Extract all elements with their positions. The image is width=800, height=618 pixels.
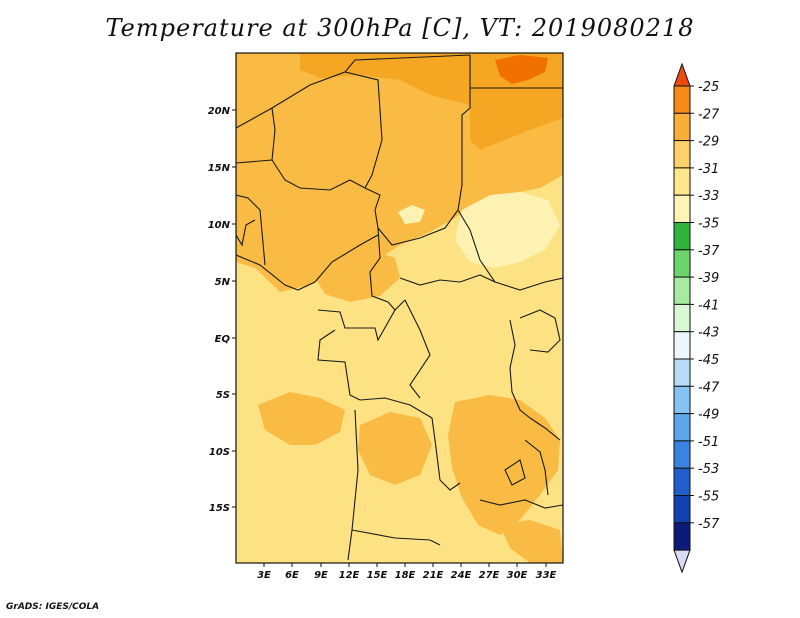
colorbar-label: -25 xyxy=(698,80,719,95)
colorbar-swatch xyxy=(673,303,691,333)
colorbar-swatch xyxy=(673,194,691,223)
border-line xyxy=(404,299,431,399)
colorbar-swatch xyxy=(673,85,691,114)
grads-credit: GrADS: IGES/COLA xyxy=(6,602,100,612)
lat-label: 5N xyxy=(215,277,231,288)
colorbar-swatch xyxy=(673,167,691,196)
colorbar-bottom-arrow xyxy=(673,549,691,574)
colorbar-label: -29 xyxy=(698,135,719,150)
lon-label: 27E xyxy=(479,570,500,581)
colorbar-swatch xyxy=(673,495,691,524)
colorbar-label: -57 xyxy=(698,517,720,532)
colorbar-swatch xyxy=(673,249,691,278)
lat-label: 5S xyxy=(216,390,230,401)
border-line xyxy=(359,397,461,491)
lon-label: 18E xyxy=(395,570,416,581)
colorbar-label: -49 xyxy=(698,408,719,423)
border-line xyxy=(236,107,276,164)
field-band-35-33-patch xyxy=(398,205,425,224)
lon-label: 33E xyxy=(536,570,557,581)
colorbar-label: -31 xyxy=(698,162,719,177)
colorbar-top-arrow xyxy=(673,62,691,87)
border-line xyxy=(271,159,366,191)
lon-label: 3E xyxy=(257,570,271,581)
lat-label: 20N xyxy=(208,106,231,117)
colorbar-swatch xyxy=(673,522,691,551)
border-line xyxy=(344,54,471,73)
colorbar-label: -45 xyxy=(698,353,719,368)
colorbar-swatch xyxy=(673,276,691,305)
colorbar-label: -53 xyxy=(698,462,719,477)
colorbar-swatch xyxy=(673,358,691,387)
border-line xyxy=(236,194,266,266)
latitude-axis: 20N 15N 10N 5N EQ 5S 10S 15S xyxy=(208,106,236,514)
lon-label: 15E xyxy=(367,570,388,581)
lat-label: EQ xyxy=(215,334,231,345)
field-band-31-29-central xyxy=(315,250,400,302)
lat-label: 10N xyxy=(208,220,231,231)
colorbar-swatch xyxy=(673,331,691,360)
lat-label: 15N xyxy=(208,163,231,174)
lon-label: 21E xyxy=(423,570,444,581)
border-line xyxy=(236,55,471,246)
country-borders xyxy=(236,54,563,561)
lon-label: 12E xyxy=(339,570,360,581)
colorbar-label: -27 xyxy=(698,107,720,122)
field-band-35-33-east xyxy=(455,192,560,268)
border-line xyxy=(524,439,549,496)
border-line xyxy=(479,499,563,509)
temperature-field xyxy=(236,53,563,563)
colorbar-swatch xyxy=(673,112,691,142)
lon-label: 30E xyxy=(507,570,528,581)
border-line xyxy=(399,274,496,286)
border-line xyxy=(529,417,561,441)
border-line xyxy=(317,329,361,401)
field-band-29-27-north xyxy=(300,53,563,150)
colorbar-swatch xyxy=(673,140,691,169)
colorbar-label: -37 xyxy=(698,244,720,259)
longitude-axis: 3E 6E 9E 12E 15E 18E 21E 24E 27E 30E 33E xyxy=(257,563,557,581)
lon-label: 9E xyxy=(314,570,328,581)
colorbar-label: -55 xyxy=(698,490,719,505)
border-line xyxy=(317,299,406,342)
border-line xyxy=(347,409,359,561)
field-band-31-29-sw xyxy=(258,392,345,445)
lon-label: 24E xyxy=(451,570,472,581)
colorbar-swatch xyxy=(673,440,691,469)
lat-label: 15S xyxy=(209,503,230,514)
colorbar-swatch xyxy=(673,413,691,442)
colorbar-label: -35 xyxy=(698,217,719,232)
map-title: Temperature at 300hPa [C], VT: 201908021… xyxy=(105,14,695,42)
colorbar-label: -43 xyxy=(698,326,719,341)
border-line xyxy=(369,227,396,311)
colorbar-label: -39 xyxy=(698,271,719,286)
field-band-31-29-se xyxy=(448,395,560,535)
border-line xyxy=(351,529,441,546)
border-line xyxy=(236,234,379,291)
colorbar-swatch xyxy=(673,467,691,497)
colorbar-label: -41 xyxy=(698,298,719,313)
colorbar-label: -51 xyxy=(698,435,719,450)
colorbar-swatch xyxy=(673,385,691,415)
lon-label: 6E xyxy=(285,570,299,581)
map-frame xyxy=(235,52,564,564)
border-line xyxy=(509,319,531,419)
colorbar: -25 -27 -29 -31 -33 -35 -37 -39 -41 -43 -45 -47 -49 -… xyxy=(673,62,720,574)
lat-label: 10S xyxy=(209,447,230,458)
colorbar-label: -47 xyxy=(698,380,720,395)
border-line xyxy=(519,309,561,353)
field-band-27-25 xyxy=(495,55,548,84)
colorbar-label: -33 xyxy=(698,189,719,204)
field-band-31-29-lowse xyxy=(500,520,563,563)
colorbar-swatch xyxy=(673,222,691,251)
border-line xyxy=(236,219,256,247)
field-band-31-29-south xyxy=(358,412,432,485)
border-line xyxy=(504,459,526,486)
